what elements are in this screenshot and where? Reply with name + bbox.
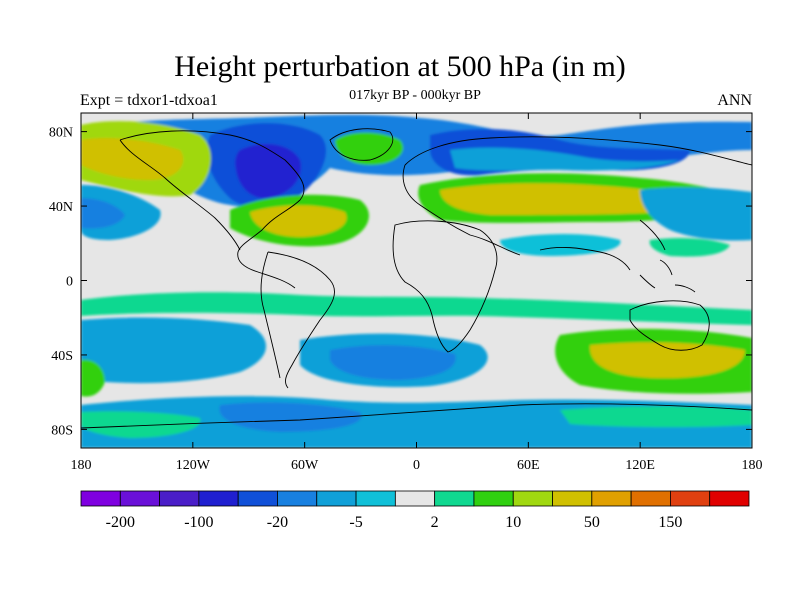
x-tick-label: 180 — [742, 458, 763, 473]
colorbar-swatch — [316, 490, 357, 507]
contour-asia-core — [440, 183, 688, 215]
colorbar-label: 2 — [431, 514, 439, 531]
contour-alaska-core — [81, 138, 184, 180]
coast-islands — [639, 259, 696, 293]
contour-south-atlantic-core — [330, 345, 456, 380]
season-label: ANN — [717, 92, 752, 109]
y-tick-label: 0 — [66, 275, 73, 290]
contour-eurasia-inner — [450, 147, 680, 171]
colorbar-swatch — [709, 490, 750, 507]
colorbar-label: 150 — [658, 514, 682, 531]
contour-north-pacific-blue — [640, 187, 752, 241]
contour-north-america-core — [235, 144, 301, 199]
colorbar-swatch — [434, 490, 475, 507]
x-tick-label: 120E — [625, 458, 655, 473]
coast-south-america — [260, 251, 335, 389]
colorbar-swatch — [552, 490, 593, 507]
figure-subtitle: 017kyr BP - 000kyr BP — [349, 88, 481, 103]
coastlines — [81, 128, 752, 429]
x-tick-label: 180 — [71, 458, 92, 473]
colorbar-swatch — [394, 490, 436, 507]
y-tick-label: 80S — [51, 423, 73, 438]
contour-antarctic-east-green — [560, 406, 752, 428]
colorbar-swatch — [119, 490, 160, 507]
contour-pacific-west-core — [81, 198, 125, 229]
x-tick-label: 60E — [517, 458, 540, 473]
colorbar-swatch — [198, 490, 239, 507]
coast-eurasia — [402, 136, 752, 271]
experiment-label: Expt = tdxor1-tdxoa1 — [80, 92, 218, 109]
colorbar-swatch — [237, 490, 278, 507]
colorbar-label: 50 — [584, 514, 600, 531]
y-tick-label: 40S — [51, 349, 73, 364]
contour-antarctic-green — [81, 411, 201, 438]
x-tick-label: 0 — [413, 458, 420, 473]
map-plot-area — [81, 113, 752, 448]
colorbar-label: -5 — [349, 514, 362, 531]
x-tick-label: 60W — [291, 458, 319, 473]
contour-south-indian-core — [589, 342, 745, 379]
colorbar-label: 10 — [505, 514, 521, 531]
colorbar-label: -20 — [267, 514, 288, 531]
colorbar-swatch — [80, 490, 121, 507]
x-tick-label: 120W — [176, 458, 211, 473]
contour-greenland-green — [335, 132, 404, 165]
colorbar-label: -200 — [106, 514, 135, 531]
y-tick-label: 80N — [49, 126, 73, 141]
contour-south-green-strip — [81, 292, 752, 325]
colorbar-swatch — [591, 490, 632, 507]
contour-tropical-green — [649, 237, 730, 257]
coast-africa — [392, 220, 498, 353]
colorbar-swatch — [630, 490, 671, 507]
y-tick-label: 40N — [49, 200, 73, 215]
colorbar-swatch — [159, 490, 200, 507]
x-axis: 180 120W 60W 0 60E 120E 180 — [71, 113, 763, 473]
contour-atlantic-core — [250, 205, 347, 238]
coast-greenland — [329, 128, 394, 161]
coast-north-america — [119, 130, 305, 289]
contour-southern-ocean-core — [219, 402, 362, 432]
coast-antarctica — [81, 403, 752, 429]
coast-australia — [629, 300, 710, 351]
y-axis: 80N 40N 0 40S 80S — [49, 126, 752, 438]
figure-title: Height perturbation at 500 hPa (in m) — [174, 50, 626, 83]
colorbar-swatch — [512, 490, 553, 507]
contour-south-west-green — [81, 359, 105, 397]
colorbar-swatch — [473, 490, 514, 507]
colorbar-swatch — [277, 490, 318, 507]
colorbar-swatch — [670, 490, 711, 507]
colorbar-label: -100 — [184, 514, 213, 531]
contour-south-pacific-blue — [81, 317, 267, 384]
colorbar: -200 -100 -20 -5 2 10 50 150 — [80, 490, 750, 531]
colorbar-swatch — [355, 490, 396, 507]
contour-fills — [81, 114, 752, 448]
